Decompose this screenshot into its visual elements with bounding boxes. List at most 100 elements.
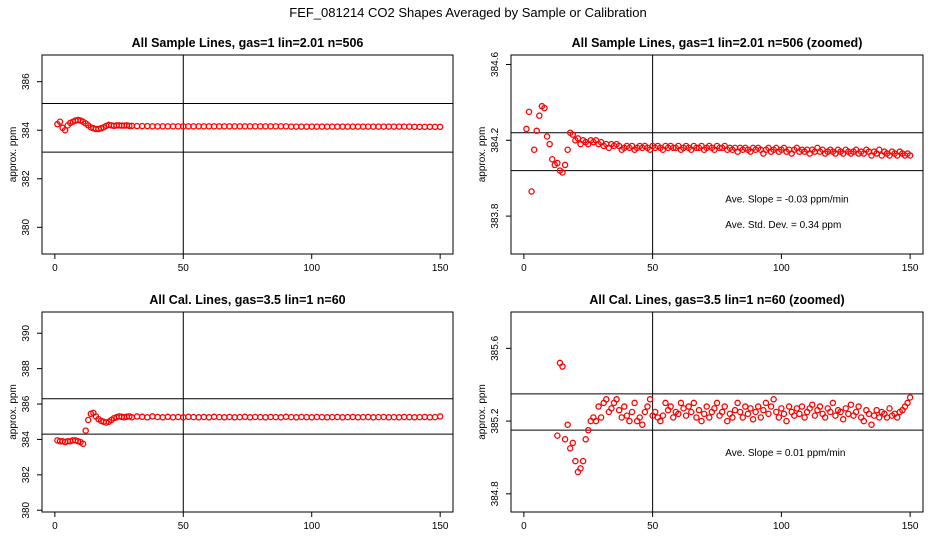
data-point bbox=[724, 417, 731, 425]
data-point bbox=[144, 414, 151, 421]
data-point bbox=[698, 417, 705, 425]
data-point bbox=[597, 414, 605, 421]
y-tick-label: 384 bbox=[21, 431, 32, 448]
x-tick-label: 0 bbox=[52, 521, 58, 532]
x-tick-label: 50 bbox=[647, 263, 659, 274]
chart-panel-2: All Sample Lines, gas=1 lin=2.01 n=506 (… bbox=[477, 36, 924, 274]
data-point bbox=[200, 123, 208, 130]
data-point bbox=[772, 408, 780, 416]
data-point bbox=[385, 414, 393, 421]
data-point bbox=[334, 123, 341, 130]
data-point bbox=[564, 421, 571, 428]
y-axis-label: approx. ppm bbox=[8, 127, 19, 183]
data-point bbox=[149, 413, 156, 420]
data-point bbox=[174, 123, 182, 130]
y-axis-label: approx. ppm bbox=[477, 127, 488, 183]
data-point bbox=[241, 123, 249, 130]
data-point bbox=[354, 414, 362, 421]
data-point bbox=[845, 410, 852, 418]
x-tick-label: 0 bbox=[521, 521, 527, 532]
data-point bbox=[380, 413, 387, 421]
x-tick-label: 100 bbox=[773, 263, 790, 274]
data-point bbox=[837, 408, 844, 416]
reference-lines bbox=[42, 55, 453, 254]
data-point bbox=[821, 414, 829, 421]
data-point bbox=[778, 405, 785, 412]
data-point bbox=[133, 413, 141, 420]
data-point bbox=[682, 412, 690, 419]
x-tick-label: 150 bbox=[902, 263, 919, 274]
y-tick-label: 382 bbox=[21, 170, 32, 187]
x-tick-label: 50 bbox=[178, 521, 190, 532]
data-point bbox=[868, 421, 875, 428]
data-point bbox=[546, 140, 553, 148]
data-point bbox=[847, 401, 855, 408]
data-point bbox=[174, 413, 182, 421]
data-points bbox=[554, 359, 914, 476]
data-point bbox=[852, 408, 860, 416]
data-point bbox=[205, 414, 213, 421]
data-point bbox=[185, 413, 192, 421]
data-point bbox=[390, 413, 398, 421]
data-point bbox=[700, 410, 708, 418]
x-tick-label: 100 bbox=[303, 521, 320, 532]
data-point bbox=[749, 416, 757, 423]
plot-frame bbox=[510, 311, 924, 513]
data-point bbox=[308, 123, 315, 130]
data-point bbox=[809, 401, 816, 408]
data-point bbox=[185, 123, 192, 130]
data-point bbox=[159, 123, 166, 130]
data-point bbox=[215, 413, 223, 421]
data-point bbox=[226, 123, 233, 130]
chart-title: All Sample Lines, gas=1 lin=2.01 n=506 bbox=[132, 36, 364, 50]
data-point bbox=[569, 439, 577, 447]
data-point bbox=[375, 123, 382, 130]
data-point bbox=[154, 413, 161, 421]
data-point bbox=[669, 414, 677, 421]
data-point bbox=[561, 161, 569, 169]
data-point bbox=[426, 123, 434, 131]
annotation: Ave. Std. Dev. = 0.34 ppm bbox=[725, 220, 841, 231]
data-point bbox=[436, 123, 444, 131]
x-tick-label: 100 bbox=[303, 263, 320, 274]
data-point bbox=[221, 123, 228, 130]
data-point bbox=[375, 413, 382, 421]
data-point bbox=[657, 417, 664, 425]
data-point bbox=[390, 123, 398, 130]
y-tick-label: 386 bbox=[21, 395, 32, 412]
data-point bbox=[323, 123, 331, 130]
data-point bbox=[736, 408, 744, 416]
data-point bbox=[783, 417, 790, 425]
data-point bbox=[205, 123, 213, 130]
data-point bbox=[631, 399, 638, 407]
data-point bbox=[303, 413, 310, 421]
data-point bbox=[801, 414, 808, 421]
y-axis-label: approx. ppm bbox=[477, 384, 488, 440]
data-point bbox=[628, 408, 636, 416]
data-point bbox=[323, 414, 331, 421]
data-point bbox=[626, 417, 633, 425]
data-point bbox=[894, 414, 901, 421]
data-point bbox=[536, 112, 543, 119]
data-point bbox=[241, 413, 249, 421]
data-point bbox=[906, 394, 914, 401]
data-point bbox=[832, 412, 839, 419]
data-point bbox=[860, 417, 868, 425]
chart-panel-4: All Cal. Lines, gas=3.5 lin=1 n=60 (zoom… bbox=[477, 293, 924, 532]
data-point bbox=[318, 123, 326, 130]
data-point bbox=[84, 416, 92, 424]
data-point bbox=[636, 414, 644, 421]
data-point bbox=[411, 414, 418, 421]
data-point bbox=[190, 123, 197, 130]
data-point bbox=[548, 155, 556, 163]
data-point bbox=[739, 414, 747, 421]
data-point bbox=[711, 405, 718, 412]
data-point bbox=[318, 413, 326, 421]
chart-title: All Cal. Lines, gas=3.5 lin=1 n=60 bbox=[149, 293, 345, 307]
data-point bbox=[313, 123, 321, 130]
plot-frame bbox=[41, 311, 454, 513]
data-point bbox=[231, 414, 238, 421]
data-point bbox=[395, 123, 403, 130]
data-point bbox=[313, 413, 321, 421]
data-point bbox=[359, 413, 367, 421]
